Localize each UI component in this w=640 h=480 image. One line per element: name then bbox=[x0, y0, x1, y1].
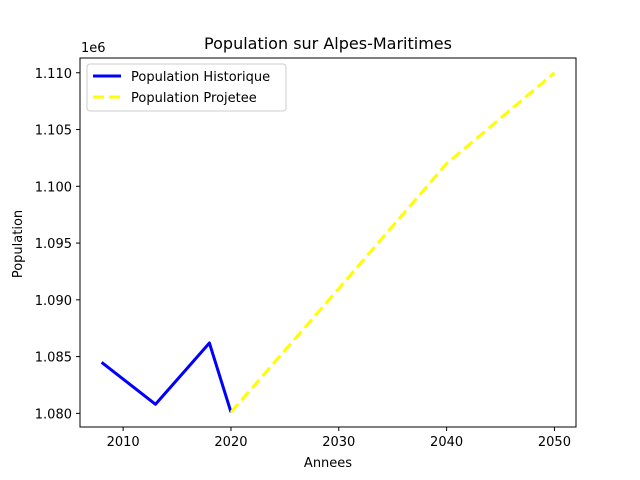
plot-frame bbox=[79, 57, 577, 428]
y-axis-label: Population bbox=[11, 210, 26, 278]
y-tick-label: 1.110 bbox=[35, 67, 72, 82]
legend-label-projetee: Population Projetee bbox=[131, 91, 257, 106]
y-tick-label: 1.090 bbox=[35, 294, 72, 309]
series-line-projetee bbox=[229, 71, 556, 414]
series-line-historique bbox=[100, 341, 233, 413]
chart-title: Population sur Alpes-Maritimes bbox=[204, 34, 452, 53]
y-offset-label: 1e6 bbox=[81, 41, 106, 56]
legend-box bbox=[86, 63, 287, 112]
y-tick-label: 1.080 bbox=[35, 407, 72, 422]
x-tick-label: 2010 bbox=[107, 435, 140, 450]
y-tick-label: 1.085 bbox=[35, 351, 72, 366]
y-tick-label: 1.095 bbox=[35, 237, 72, 252]
x-axis-label: Annees bbox=[304, 456, 352, 471]
x-tick-label: 2050 bbox=[538, 435, 571, 450]
legend-label-historique: Population Historique bbox=[131, 70, 270, 85]
y-tick-label: 1.105 bbox=[35, 124, 72, 139]
x-tick-label: 2030 bbox=[322, 435, 355, 450]
x-tick-label: 2020 bbox=[214, 435, 247, 450]
series-lines bbox=[100, 71, 556, 414]
x-tick-label: 2040 bbox=[430, 435, 463, 450]
y-tick-label: 1.100 bbox=[35, 180, 72, 195]
legend: Population Historique Population Projete… bbox=[86, 63, 287, 112]
axis-ticks: 2010 2020 2030 2040 2050 1.080 1.085 1.090 1.095… bbox=[35, 67, 571, 450]
